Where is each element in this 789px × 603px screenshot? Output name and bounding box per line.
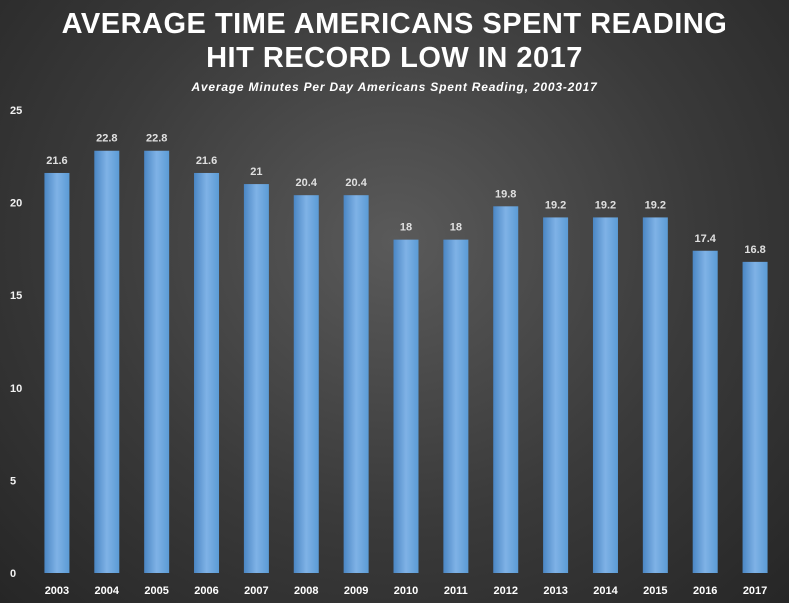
data-label-2017: 16.8 [744, 244, 765, 256]
data-label-2011: 18 [450, 222, 462, 234]
x-tick-label-2011: 2011 [444, 585, 468, 597]
bar-2003 [44, 172, 70, 573]
y-tick-label: 15 [10, 290, 22, 302]
bar-2004 [94, 150, 120, 573]
data-label-2010: 18 [400, 222, 412, 234]
bar-2005 [144, 150, 170, 573]
bars [44, 150, 768, 573]
x-tick-label-2007: 2007 [244, 585, 268, 597]
bar-2015 [642, 217, 668, 573]
x-tick-label-2009: 2009 [344, 585, 368, 597]
data-label-2008: 20.4 [296, 177, 318, 189]
x-tick-label-2017: 2017 [743, 585, 767, 597]
data-label-2004: 22.8 [96, 133, 117, 145]
bar-2016 [692, 250, 718, 573]
data-label-2013: 19.2 [545, 199, 566, 211]
data-label-2005: 22.8 [146, 133, 167, 145]
bar-2012 [493, 206, 519, 573]
x-axis: 2003 2004 2005 2006 2007 2008 2009 2010 2011 2012… [45, 585, 768, 597]
bar-2010 [393, 239, 419, 573]
y-axis: 0 5 10 15 20 25 [10, 105, 22, 580]
bar-2013 [543, 217, 569, 573]
data-label-2015: 19.2 [645, 199, 666, 211]
data-label-2007: 21 [250, 166, 262, 178]
chart-subtitle: Average Minutes Per Day Americans Spent … [191, 80, 598, 94]
x-tick-label-2010: 2010 [394, 585, 418, 597]
data-label-2003: 21.6 [46, 155, 67, 167]
y-tick-label: 10 [10, 383, 22, 395]
x-tick-label-2015: 2015 [643, 585, 667, 597]
x-tick-label-2003: 2003 [45, 585, 69, 597]
x-tick-label-2016: 2016 [693, 585, 717, 597]
data-labels: 21.6 22.8 22.8 21.6 21 20.4 20.4 18 18 19.8 19.2 19… [46, 133, 766, 256]
data-label-2006: 21.6 [196, 155, 217, 167]
y-tick-label: 5 [10, 475, 16, 487]
x-tick-label-2013: 2013 [543, 585, 567, 597]
x-tick-label-2004: 2004 [95, 585, 120, 597]
bar-2009 [343, 195, 369, 573]
chart-title-line-1: AVERAGE TIME AMERICANS SPENT READING [61, 8, 728, 40]
y-tick-label: 0 [10, 568, 16, 580]
bar-2017 [742, 261, 768, 573]
x-tick-label-2014: 2014 [593, 585, 618, 597]
data-label-2012: 19.8 [495, 188, 516, 200]
chart-title-line-2: HIT RECORD LOW IN 2017 [206, 42, 583, 74]
y-tick-label: 25 [10, 105, 22, 117]
bar-2006 [194, 172, 220, 573]
x-tick-label-2005: 2005 [144, 585, 168, 597]
data-label-2009: 20.4 [345, 177, 367, 189]
x-tick-label-2008: 2008 [294, 585, 318, 597]
x-tick-label-2012: 2012 [493, 585, 517, 597]
y-tick-label: 20 [10, 198, 22, 210]
data-label-2016: 17.4 [694, 233, 716, 245]
bar-2011 [443, 239, 469, 573]
bar-2007 [243, 184, 269, 573]
data-label-2014: 19.2 [595, 199, 616, 211]
x-tick-label-2006: 2006 [194, 585, 218, 597]
bar-2008 [293, 195, 319, 573]
bar-2014 [592, 217, 618, 573]
